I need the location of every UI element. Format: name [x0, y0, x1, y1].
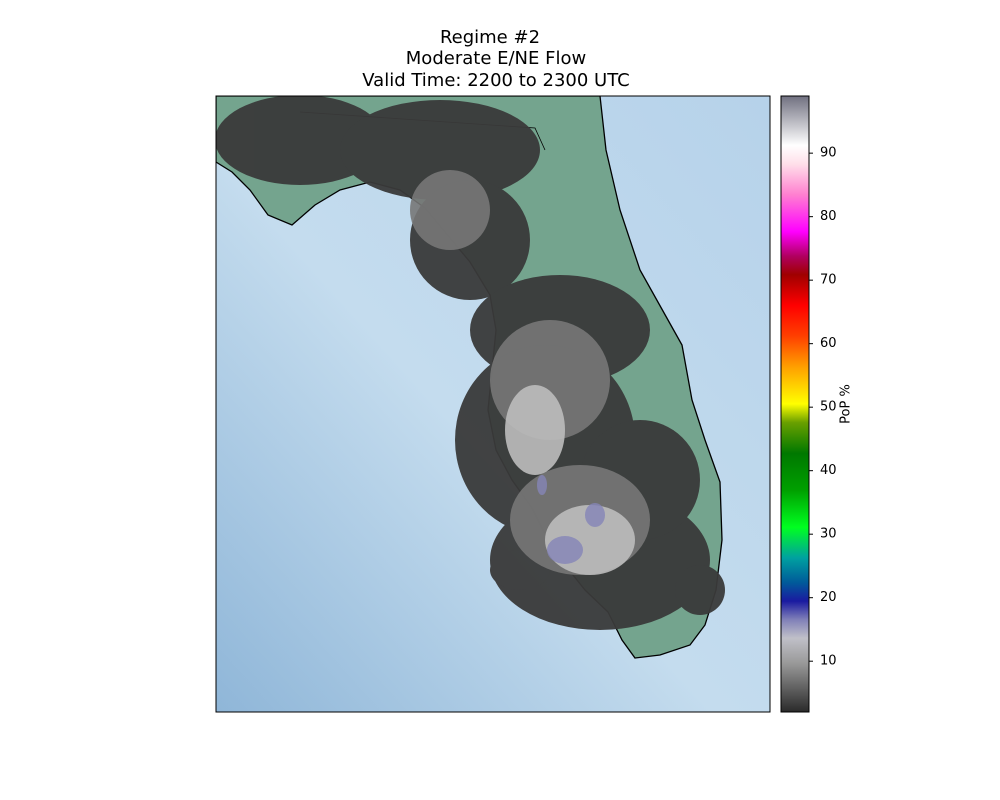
map-frame: [215, 95, 771, 713]
colorbar-tick-label: 30: [820, 527, 837, 542]
colorbar-tick-label: 50: [820, 400, 837, 415]
title-line: Moderate E/NE Flow: [406, 48, 586, 69]
colorbar-label: PoP %: [839, 384, 854, 424]
colorbar-tick-label: 70: [820, 273, 837, 288]
colorbar-tick-label: 90: [820, 146, 837, 161]
colorbar-tick-label: 40: [820, 463, 837, 478]
pop-field-purple: [537, 475, 605, 564]
colorbar-tick-label: 10: [820, 654, 837, 669]
colorbar: [780, 95, 810, 713]
title-line: Valid Time: 2200 to 2300 UTC: [362, 70, 629, 91]
map: [216, 96, 770, 712]
colorbar-tick-label: 60: [820, 336, 837, 351]
colorbar-tick-label: 80: [820, 209, 837, 224]
colorbar-tick-label: 20: [820, 590, 837, 605]
title-line: Regime #2: [440, 27, 540, 48]
